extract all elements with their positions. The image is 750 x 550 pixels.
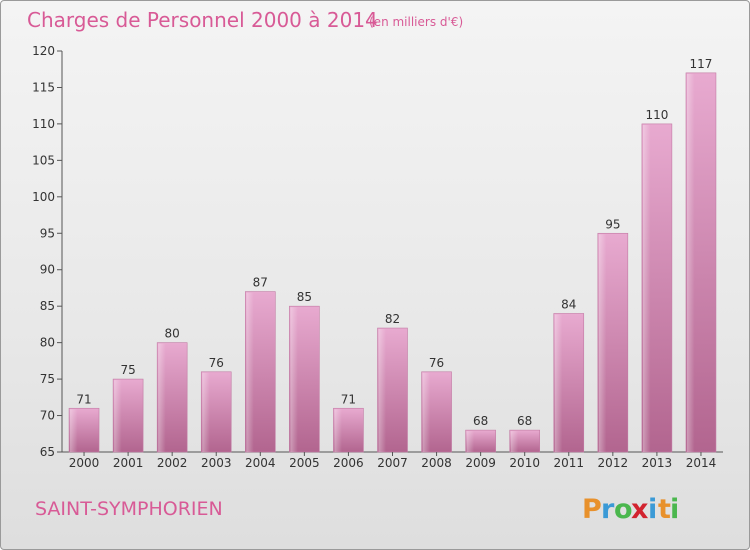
bar-highlight [554,314,563,452]
chart-subtitle: (en milliers d'€) [369,15,463,29]
bar-highlight [642,124,651,452]
x-tick-label: 2014 [686,456,717,470]
bar-value-label: 117 [690,57,713,71]
bar-highlight [70,409,78,452]
bar-highlight [422,372,431,452]
bar-value-label: 68 [517,414,532,428]
bar-value-label: 95 [605,217,620,231]
bar-value-label: 71 [76,392,91,406]
y-tick-label: 80 [40,336,55,350]
y-tick-label: 120 [32,44,55,58]
bar-highlight [510,431,519,452]
y-tick-label: 105 [32,153,55,167]
x-tick-label: 2009 [465,456,496,470]
y-tick-label: 75 [40,372,55,386]
bars: 71 2000 75 2001 80 2002 76 2003 87 2004 85 2005 71 20… [68,57,717,470]
logo-letter: r [601,494,615,525]
bar-value-label: 76 [209,356,224,370]
x-tick-label: 2001 [113,456,144,470]
y-tick-label: 110 [32,117,55,131]
bar-highlight [466,431,475,452]
bar-highlight [246,292,254,452]
x-tick-label: 2010 [509,456,540,470]
bar-highlight [290,307,298,452]
bar-value-label: 87 [253,276,268,290]
y-tick-label: 90 [40,263,55,277]
bar-value-label: 75 [120,363,135,377]
y-tick-label: 115 [32,80,55,94]
logo-letter: i [648,494,657,525]
y-tick-label: 95 [40,226,55,240]
bar-highlight [158,343,166,452]
y-tick-label: 65 [40,445,55,459]
logo-letter: x [631,494,648,525]
bar-value-label: 68 [473,414,488,428]
x-tick-label: 2005 [289,456,320,470]
chart-title: Charges de Personnel 2000 à 2014 [27,8,378,32]
logo-letter: t [658,494,671,525]
x-tick-label: 2000 [69,456,100,470]
bar-value-label: 85 [297,290,312,304]
x-tick-label: 2011 [553,456,584,470]
y-tick-label: 70 [40,409,55,423]
bar-value-label: 110 [645,108,668,122]
bar-value-label: 76 [429,356,444,370]
axes: 65 70 75 80 85 90 95 100 105 110 115 120 [32,44,723,459]
logo-letter: i [670,494,679,525]
bar-highlight [334,409,342,452]
x-tick-label: 2008 [421,456,452,470]
x-tick-label: 2007 [377,456,408,470]
logo-letter: o [614,494,633,525]
bar-highlight [202,372,210,452]
commune-name: SAINT-SYMPHORIEN [35,498,223,520]
bar-highlight [598,234,607,452]
bar-value-label: 80 [165,327,180,341]
bar-highlight [686,73,695,452]
x-tick-label: 2004 [245,456,276,470]
bar-value-label: 71 [341,392,356,406]
bar-highlight [114,380,122,452]
x-tick-label: 2006 [333,456,364,470]
x-tick-label: 2003 [201,456,232,470]
x-tick-label: 2002 [157,456,188,470]
logo-letter: P [582,494,602,525]
y-tick-label: 100 [32,190,55,204]
x-tick-label: 2012 [598,456,629,470]
bar-value-label: 82 [385,312,400,326]
x-tick-label: 2013 [642,456,673,470]
y-tick-label: 85 [40,299,55,313]
bar-value-label: 84 [561,297,576,311]
bar-highlight [378,329,387,452]
